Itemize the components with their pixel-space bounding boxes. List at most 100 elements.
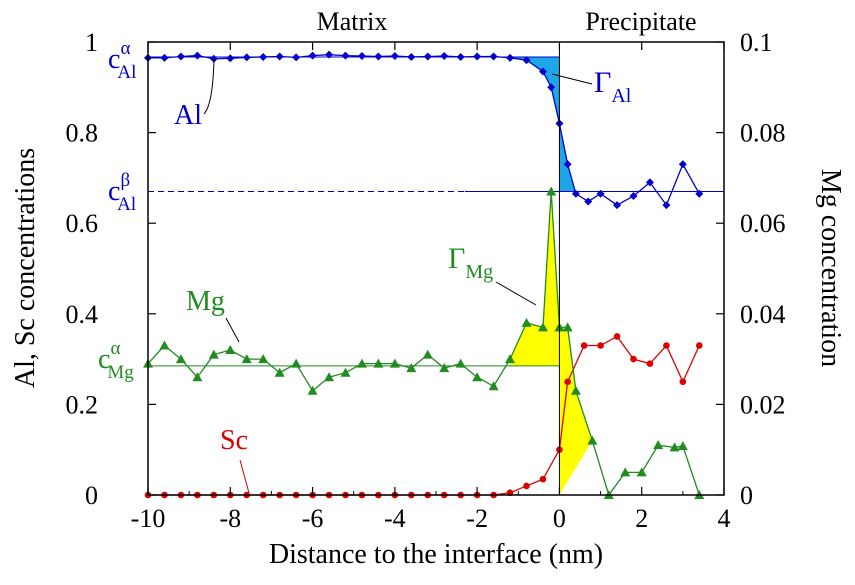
x-tick-label: 0 <box>553 504 566 533</box>
mg-point <box>537 322 548 332</box>
gamma-al-symbol: Γ <box>594 66 611 99</box>
sc-point <box>663 342 670 349</box>
al-point <box>547 83 556 92</box>
al-point <box>341 51 350 60</box>
y-left-tick-label: 0.2 <box>66 390 99 419</box>
al-point <box>662 201 671 210</box>
gamma-mg-area-matrix <box>510 191 560 366</box>
c-mg-alpha-sup: α <box>110 338 120 359</box>
mg-point <box>175 354 186 364</box>
al-point <box>584 197 593 206</box>
gamma-mg-leader <box>495 281 537 306</box>
sc-line <box>148 335 700 496</box>
x-tick-label: -2 <box>466 504 488 533</box>
sc-leader-line <box>239 459 250 494</box>
c-al-beta-sub: Al <box>117 194 136 215</box>
x-tick-label: 2 <box>635 504 648 533</box>
al-point <box>390 52 399 61</box>
al-point <box>473 52 482 61</box>
mg-point <box>472 372 483 382</box>
al-point <box>678 160 687 169</box>
mg-point <box>291 358 302 368</box>
sc-point <box>696 342 703 349</box>
y-left-tick-label: 0.4 <box>66 300 99 329</box>
al-point <box>292 53 301 62</box>
series-group <box>143 50 705 499</box>
mg-point <box>208 349 219 359</box>
al-point <box>325 50 334 59</box>
al-point <box>242 53 251 62</box>
al-point <box>613 201 622 210</box>
gamma-mg-area-precipitate <box>559 327 593 495</box>
al-point <box>308 51 317 60</box>
c-al-beta-sup: β <box>120 170 130 191</box>
mg-point <box>677 441 688 451</box>
y-right-tick-label: 0.1 <box>740 28 773 57</box>
y-right-tick-label: 0.04 <box>740 300 786 329</box>
mg-point <box>521 317 532 327</box>
mg-point <box>562 322 573 332</box>
al-point <box>193 51 202 60</box>
c-al-alpha-sub: Al <box>117 62 136 83</box>
c-al-alpha-label: cα Al <box>108 38 136 83</box>
mg-point <box>620 467 631 477</box>
al-point <box>440 52 449 61</box>
mg-point <box>241 354 252 364</box>
gamma-mg-sub: Mg <box>465 261 493 283</box>
al-point <box>456 52 465 61</box>
al-point <box>629 192 638 201</box>
mg-point <box>324 372 335 382</box>
sc-point <box>613 333 621 340</box>
al-point <box>374 52 383 61</box>
al-point <box>176 52 185 61</box>
sc-series-label: Sc <box>220 425 248 456</box>
al-leader-line <box>203 57 215 115</box>
mg-point <box>192 372 203 382</box>
gamma-mg-label: ΓMg <box>448 242 493 283</box>
mg-leader-line <box>225 317 240 343</box>
x-axis-title: Distance to the interface (nm) <box>269 539 603 570</box>
gamma-al-area-matrix <box>510 56 560 124</box>
y-axis-title-right: Mg concentration <box>815 169 846 367</box>
sc-point <box>539 475 547 483</box>
gamma-mg-symbol: Γ <box>448 242 465 275</box>
axes: -10 -8 -6 -4 -2 0 2 400.20.40.60.8100.020.040.0… <box>66 28 786 533</box>
mg-point <box>159 340 170 350</box>
y-left-tick-label: 0.6 <box>66 209 99 238</box>
c-al-beta-label: cβ Al <box>108 170 136 215</box>
mg-series-label: Mg <box>186 286 225 317</box>
sc-point <box>646 360 654 367</box>
gamma-al-label: ΓAl <box>594 66 632 107</box>
mg-point <box>307 385 318 395</box>
mg-point <box>570 385 581 395</box>
y-left-tick-label: 0.8 <box>66 119 99 148</box>
y-left-tick-label: 0 <box>85 481 98 510</box>
x-tick-label: -8 <box>219 504 241 533</box>
al-point <box>275 52 284 61</box>
mg-point <box>636 467 647 477</box>
al-point <box>571 189 580 198</box>
mg-point <box>653 440 664 450</box>
mg-point <box>389 358 400 368</box>
x-tick-label: 4 <box>718 504 731 533</box>
sc-point <box>523 482 530 490</box>
excess-areas <box>510 56 593 495</box>
x-tick-label: -10 <box>131 504 166 533</box>
gamma-al-sub: Al <box>611 85 631 107</box>
mg-point <box>439 363 450 373</box>
gamma-al-area-precipitate <box>559 123 576 194</box>
al-point <box>506 53 515 62</box>
y-right-tick-label: 0 <box>740 481 753 510</box>
region-label-precipitate: Precipitate <box>585 7 696 36</box>
al-point <box>423 52 432 61</box>
mg-point <box>373 358 384 368</box>
al-point <box>407 52 416 61</box>
sc-point <box>580 342 588 349</box>
al-point <box>645 178 654 187</box>
x-tick-label: -4 <box>384 504 406 533</box>
mg-point <box>340 367 351 377</box>
x-tick-label: -6 <box>302 504 324 533</box>
mg-point <box>422 349 433 359</box>
al-point <box>522 56 531 65</box>
